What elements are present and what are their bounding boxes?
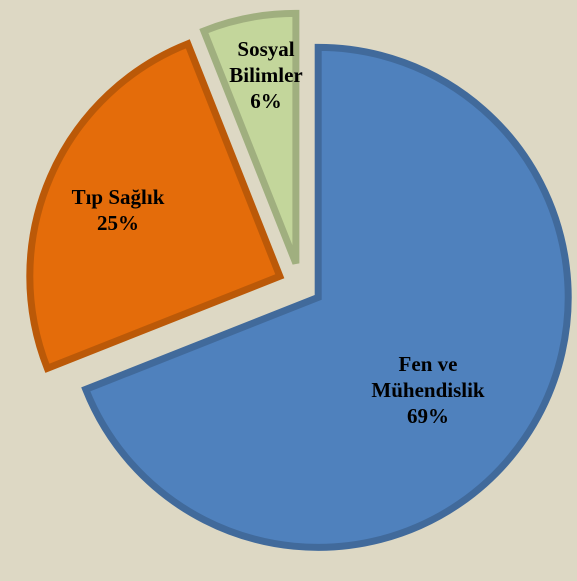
slice-label: Sosyal Bilimler 6%: [216, 36, 316, 114]
slice-label: Tıp Sağlık 25%: [72, 184, 165, 236]
value-label: 25%: [97, 211, 139, 235]
pie-slice: [81, 43, 572, 551]
category-label: Sosyal Bilimler: [229, 37, 303, 87]
category-label: Tıp Sağlık: [71, 185, 165, 209]
value-label: 69%: [407, 404, 449, 428]
category-label: Fen ve Mühendislik: [371, 352, 485, 402]
pie-slice: [199, 9, 300, 265]
slice-label: Fen ve Mühendislik 69%: [368, 351, 488, 429]
pie-slice: [26, 39, 285, 373]
value-label: 6%: [250, 89, 282, 113]
